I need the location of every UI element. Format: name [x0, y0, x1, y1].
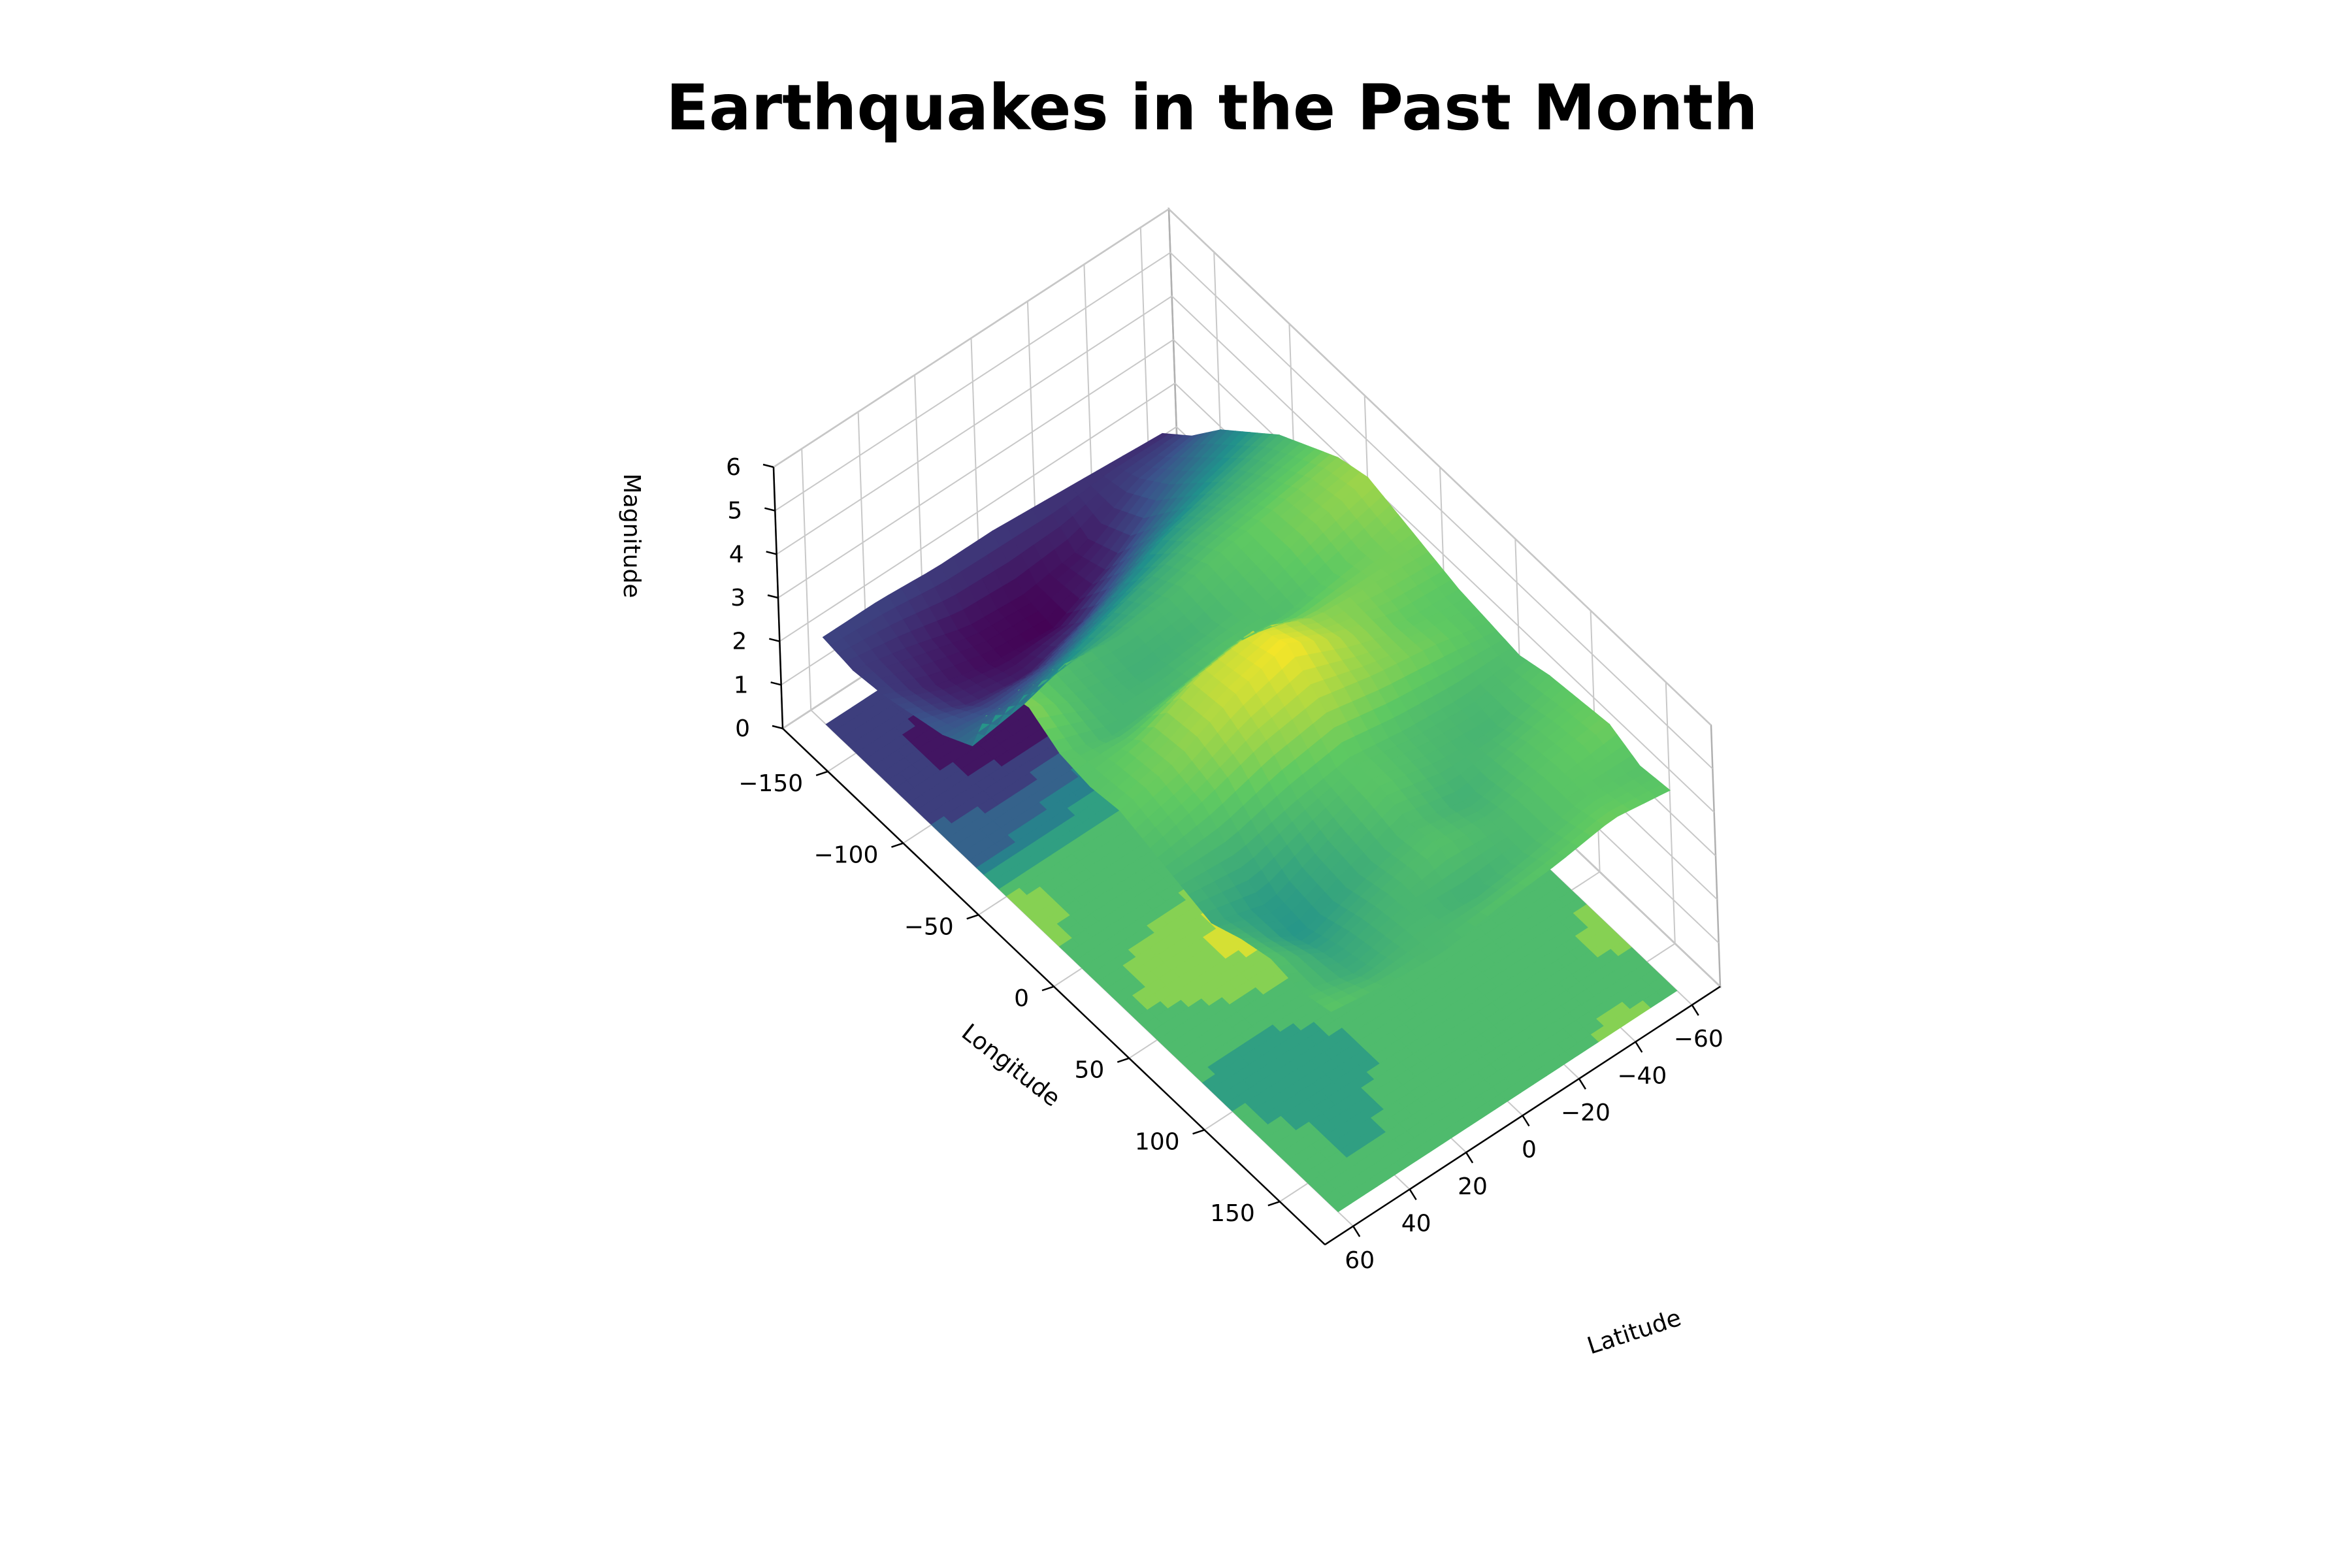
- z-tick-mark: [767, 594, 779, 599]
- contour-cell: [1656, 983, 1678, 1000]
- x-tick-label: 150: [1210, 1200, 1255, 1227]
- x-tick-label: −100: [814, 842, 879, 869]
- z-tick-label: 6: [726, 454, 741, 481]
- x-tick-label: 0: [1014, 985, 1029, 1012]
- y-tick-mark: [1522, 1115, 1530, 1127]
- y-tick-mark: [1635, 1041, 1643, 1053]
- x-axis-label: Longitude: [956, 1019, 1065, 1113]
- tick-labels: −150 −100 −50 0 50 100 150 60 40 20 0 −20 −40 −60 0 1 2 3…: [726, 454, 1723, 1274]
- z-tick-label: 2: [732, 629, 747, 655]
- z-tick-mark: [766, 551, 777, 555]
- y-tick-label: −40: [1617, 1063, 1667, 1090]
- y-tick-mark: [1691, 1004, 1699, 1016]
- y-tick-label: 20: [1458, 1173, 1488, 1200]
- y-tick-label: −20: [1561, 1100, 1610, 1126]
- x-tick-mark: [891, 842, 904, 848]
- surface-patch: [1648, 783, 1671, 798]
- z-tick-label: 4: [729, 541, 744, 568]
- z-tick-label: 0: [735, 715, 750, 742]
- z-grid-line: [774, 252, 1713, 770]
- y-tick-mark: [1465, 1152, 1474, 1164]
- x-tick-label: 100: [1135, 1128, 1180, 1155]
- z-grid-line: [773, 208, 1712, 726]
- x-tick-mark: [966, 914, 979, 920]
- chart-title: Earthquakes in the Past Month: [666, 71, 1757, 144]
- x-tick-mark: [1267, 1200, 1281, 1207]
- y-tick-label: 40: [1401, 1210, 1431, 1237]
- z-tick-label: 5: [727, 498, 742, 525]
- y-tick-mark: [1578, 1078, 1586, 1090]
- x-tick-mark: [1117, 1057, 1130, 1063]
- x-tick-mark: [815, 770, 828, 777]
- z-tick-label: 1: [734, 672, 749, 698]
- x-tick-mark: [1192, 1129, 1205, 1135]
- z-tick-label: 3: [730, 585, 745, 612]
- y-tick-mark: [1352, 1226, 1361, 1237]
- x-tick-mark: [1041, 985, 1054, 992]
- x-tick-label: 50: [1074, 1057, 1104, 1084]
- x-tick-label: −50: [904, 913, 954, 940]
- z-tick-mark: [764, 507, 776, 512]
- z-grid-line: [776, 295, 1715, 813]
- y-tick-label: −60: [1674, 1026, 1723, 1053]
- z-tick-mark: [772, 725, 783, 730]
- x-tick-label: −150: [738, 770, 803, 797]
- y-tick-label: 60: [1345, 1247, 1375, 1274]
- z-tick-mark: [770, 681, 781, 686]
- z-tick-mark: [762, 463, 774, 468]
- magnitude-surface: [822, 429, 1671, 1012]
- y-tick-label: 0: [1522, 1137, 1537, 1164]
- z-axis-label: Magnitude: [618, 474, 645, 598]
- y-tick-mark: [1409, 1188, 1417, 1201]
- z-tick-mark: [769, 638, 780, 642]
- y-axis-label: Latitude: [1584, 1305, 1685, 1360]
